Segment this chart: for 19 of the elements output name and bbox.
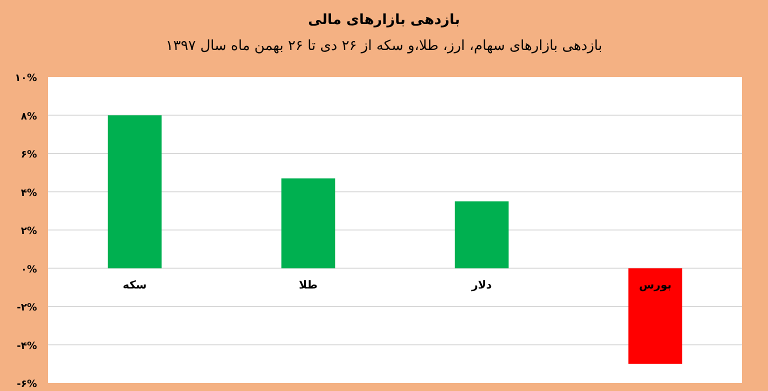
y-tick-label: -۲%	[16, 302, 37, 314]
y-tick-label: ۰%	[20, 264, 37, 276]
x-tick-label: سکه	[122, 278, 147, 292]
y-tick-label: -۶%	[16, 379, 37, 390]
bar	[281, 178, 336, 268]
bar	[454, 201, 509, 268]
y-tick-label: ۶%	[20, 150, 37, 160]
y-tick-label: ۴%	[20, 188, 37, 199]
x-tick-label: طلا	[298, 278, 318, 292]
x-tick-label: دلار	[470, 278, 492, 292]
x-tick-label: بورس	[638, 278, 672, 292]
y-tick-label: -۴%	[16, 340, 37, 352]
y-tick-label: ۱۰%	[14, 73, 37, 84]
bar	[628, 268, 682, 364]
y-tick-label: ۲%	[20, 226, 37, 237]
chart-subtitle: بازدهی بازارهای سهام، ارز، طلا،و سکه از ۲۶ دی تا ۲۶ بهمن ماه سال ۱۳۹۷	[166, 38, 602, 54]
chart-title: بازدهی بازارهای مالی	[308, 12, 460, 28]
bar	[108, 115, 162, 268]
y-tick-label: ۸%	[20, 111, 37, 122]
